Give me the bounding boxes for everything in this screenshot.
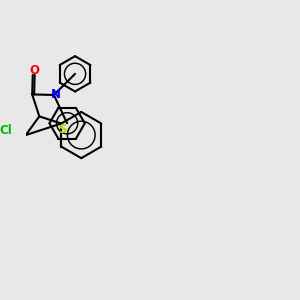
Text: S: S xyxy=(58,123,67,136)
Text: O: O xyxy=(29,64,39,77)
Text: N: N xyxy=(51,88,61,101)
Text: Cl: Cl xyxy=(0,124,12,137)
